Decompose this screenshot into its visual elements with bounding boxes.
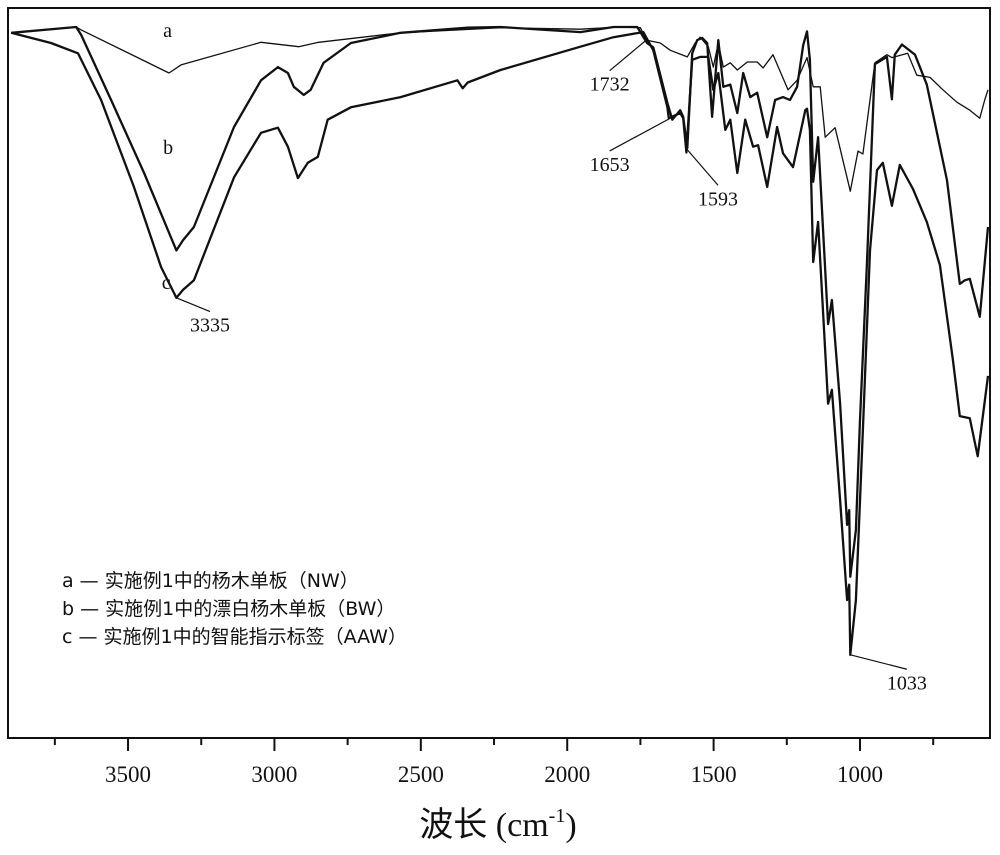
- annotation-leader-line: [609, 117, 671, 152]
- legend-entry-c: c — 实施例1中的智能指示标签（AAW）: [62, 626, 407, 648]
- peak-annotation-3335: 3335: [190, 315, 230, 337]
- legend-entry-b: b — 实施例1中的漂白杨木单板（BW）: [62, 598, 395, 620]
- series-label-a: a: [163, 20, 172, 42]
- series-line-b: [11, 25, 990, 578]
- legend-entry-a: a — 实施例1中的杨木单板（NW）: [62, 570, 359, 592]
- legend: a — 实施例1中的杨木单板（NW） b — 实施例1中的漂白杨木单板（BW） …: [62, 570, 407, 648]
- x-tick-label: 2000: [544, 762, 590, 787]
- plot-frame: [7, 7, 991, 739]
- x-tick-label: 3000: [251, 762, 297, 787]
- series-line-a: [11, 26, 989, 192]
- x-tick-label: 1500: [691, 762, 737, 787]
- x-axis-ticks: 3500 3000 2500 2000 1500 1000: [53, 738, 935, 787]
- x-axis-title-sup: -1: [549, 805, 566, 827]
- x-axis-title: 波长 (cm-1): [419, 805, 576, 844]
- x-tick-label: 3500: [105, 762, 151, 787]
- x-axis-title-close: ): [565, 807, 576, 844]
- peak-annotation-1653: 1653: [590, 154, 630, 176]
- series-label-b: b: [163, 137, 173, 159]
- annotation-group: 3335 1732 1653 1593 1033: [176, 39, 927, 694]
- annotation-leader-line: [176, 297, 211, 313]
- annotation-leader-line: [686, 149, 719, 186]
- x-axis-title-main: 波长 (cm: [419, 806, 548, 844]
- peak-annotation-1033: 1033: [887, 672, 927, 694]
- x-tick-label: 1000: [837, 762, 883, 787]
- annotation-leader-line: [609, 39, 647, 72]
- peak-annotation-1593: 1593: [698, 188, 738, 210]
- series-group: a b c: [10, 20, 990, 656]
- peak-annotation-1732: 1732: [590, 74, 630, 96]
- annotation-leader-line: [850, 654, 907, 670]
- series-label-c: c: [162, 272, 171, 294]
- x-tick-label: 2500: [398, 762, 444, 787]
- series-line-c: [10, 30, 990, 656]
